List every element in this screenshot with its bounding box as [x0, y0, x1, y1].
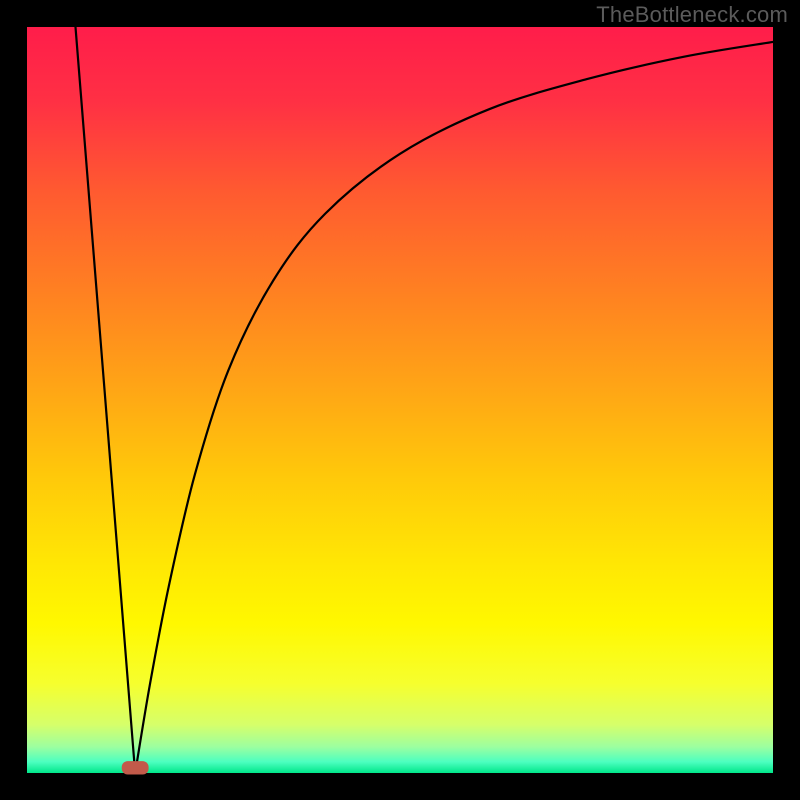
- optimal-point-marker: [122, 761, 149, 774]
- figure-container: TheBottleneck.com: [0, 0, 800, 800]
- gradient-background: [27, 27, 773, 773]
- bottleneck-chart: [0, 0, 800, 800]
